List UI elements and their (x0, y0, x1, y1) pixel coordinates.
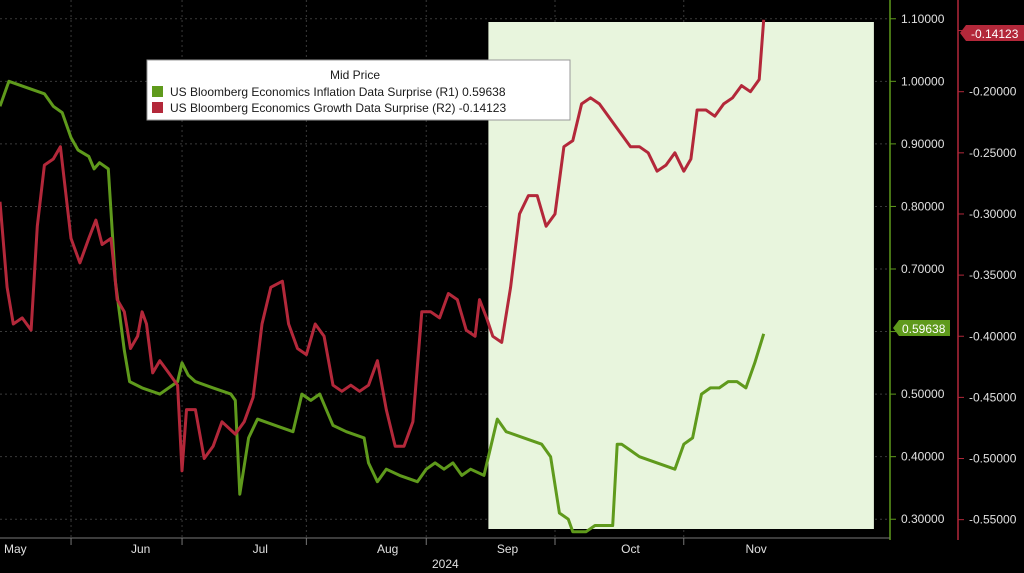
right-axis-r2: -0.15000-0.20000-0.25000-0.30000-0.35000… (957, 0, 1017, 540)
tick-label-r1: 0.50000 (901, 387, 945, 401)
x-year-label: 2024 (432, 557, 459, 571)
tick-label-r2: -0.45000 (969, 390, 1017, 404)
legend-entry-inflation: US Bloomberg Economics Inflation Data Su… (170, 85, 506, 99)
tick-label-r2: -0.20000 (969, 85, 1017, 99)
tick-label-r2: -0.25000 (969, 146, 1017, 160)
tick-label-r2: -0.50000 (969, 452, 1017, 466)
x-axis: May Jun Jul Aug Sep Oct Nov 2024 (0, 537, 890, 571)
right-axis-r1: 1.100001.000000.900000.800000.700000.600… (889, 0, 945, 540)
tick-label-r2: -0.55000 (969, 513, 1017, 527)
tick-label-r1: 0.80000 (901, 199, 945, 213)
legend: Mid Price US Bloomberg Economics Inflati… (146, 59, 571, 121)
tick-label-r2: -0.40000 (969, 329, 1017, 343)
x-tick-label: Jul (253, 542, 268, 556)
last-value-badge-inflation: 0.59638 (893, 320, 950, 336)
tick-label-r1: 0.30000 (901, 512, 945, 526)
tick-label-r1: 0.70000 (901, 262, 945, 276)
x-tick-label: Sep (497, 542, 519, 556)
x-tick-label: Oct (621, 542, 640, 556)
tick-label-r1: 0.90000 (901, 137, 945, 151)
legend-swatch-inflation (152, 86, 163, 97)
tick-label-r2: -0.30000 (969, 207, 1017, 221)
legend-title: Mid Price (330, 68, 380, 82)
tick-label-r1: 1.10000 (901, 12, 945, 26)
tick-label-r1: 1.00000 (901, 74, 945, 88)
last-value-inflation: 0.59638 (902, 322, 946, 336)
x-tick-label: Nov (745, 542, 766, 556)
last-value-growth: -0.14123 (971, 27, 1019, 41)
x-tick-label: Aug (377, 542, 398, 556)
series-line-growth (0, 19, 766, 473)
x-tick-label: Jun (131, 542, 150, 556)
legend-entry-growth: US Bloomberg Economics Growth Data Surpr… (170, 101, 506, 115)
tick-label-r1: 0.40000 (901, 450, 945, 464)
tick-label-r2: -0.35000 (969, 268, 1017, 282)
legend-swatch-growth (152, 102, 163, 113)
last-value-badge-growth: -0.14123 (960, 25, 1024, 41)
series-layer (0, 19, 766, 534)
x-tick-label: May (4, 542, 27, 556)
